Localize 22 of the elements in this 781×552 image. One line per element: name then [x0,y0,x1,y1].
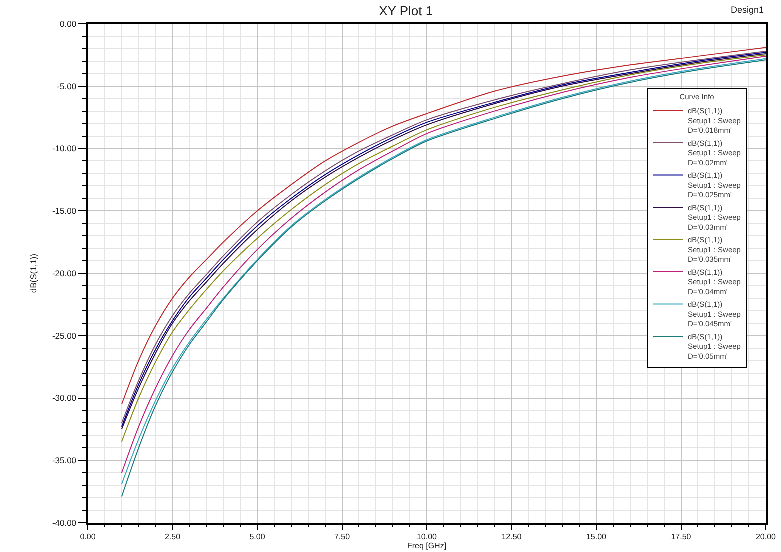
x-tick-label: 0.00 [80,532,96,542]
y-tick-label: -35.00 [52,456,77,466]
x-tick-label: 12.50 [502,532,522,542]
y-axis-title: dB(S(1,1)) [28,254,38,294]
y-tick-label: -20.00 [52,268,77,278]
y-tick-label: -5.00 [57,81,77,92]
y-tick-label: -10.00 [52,144,77,154]
x-tick-label: 20.00 [756,532,777,542]
x-tick-label: 17.50 [671,532,692,542]
text: Design1 [731,5,764,15]
x-axis-title: Freq [GHz] [407,541,447,550]
y-tick-label: -40.00 [52,518,77,528]
y-tick-label: 0.00 [60,18,77,29]
chart-title: XY Plot 1 [379,4,434,19]
y-tick-label: -25.00 [52,330,77,341]
x-tick-label: 2.50 [164,532,182,542]
x-tick-label: 7.50 [334,532,351,542]
x-tick-label: 5.00 [250,532,266,542]
x-tick-label: 15.00 [586,532,608,542]
x-tick-label: 10.00 [416,532,438,542]
y-tick-label: -15.00 [52,206,77,216]
y-tick-label: -30.00 [52,393,77,404]
